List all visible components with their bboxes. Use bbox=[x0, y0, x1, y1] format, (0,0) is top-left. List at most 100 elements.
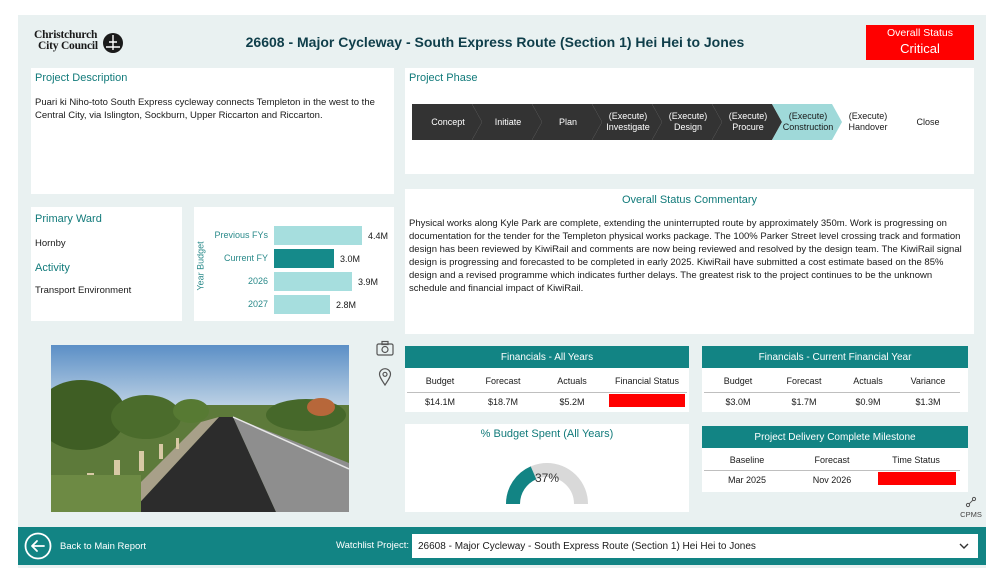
gauge-fill bbox=[506, 466, 537, 505]
network-icon bbox=[965, 496, 977, 508]
phase-step-procure: (Execute) Procure bbox=[718, 104, 778, 140]
budget-spent-value: 37% bbox=[534, 471, 560, 485]
ms-header-time-status: Time Status bbox=[892, 455, 940, 465]
fc-header-actuals: Actuals bbox=[853, 376, 883, 386]
budget-bar bbox=[274, 272, 352, 291]
financials-all-table: Budget Forecast Actuals Financial Status… bbox=[405, 368, 689, 412]
status-label: Overall Status bbox=[887, 27, 953, 39]
bar-category-label: 2027 bbox=[247, 299, 268, 309]
phase-step-plan: Plan bbox=[538, 104, 598, 140]
council-logo: Christchurch City Council bbox=[34, 29, 134, 58]
phase-chevron-construction bbox=[772, 104, 842, 140]
cpms-label: CPMS bbox=[960, 510, 982, 519]
budget-spent-card: % Budget Spent (All Years) 37% bbox=[405, 424, 689, 512]
phase-step-prefix: (Execute) bbox=[848, 111, 888, 121]
bar-value-label: 2.8M bbox=[336, 300, 357, 310]
fc-header-budget: Budget bbox=[723, 376, 753, 386]
back-arrow-icon bbox=[24, 532, 52, 560]
phase-step-prefix: (Execute) bbox=[608, 111, 648, 121]
bar-value-label: 3.0M bbox=[340, 254, 361, 264]
budget-bar bbox=[274, 295, 330, 314]
watchlist-selected-value: 26608 - Major Cycleway - South Express R… bbox=[418, 540, 756, 552]
bar-value-label: 3.9M bbox=[358, 277, 379, 287]
ms-header-forecast: Forecast bbox=[814, 455, 850, 465]
bar-category-label: Current FY bbox=[223, 253, 268, 263]
milestone-header: Project Delivery Complete Milestone bbox=[702, 426, 968, 448]
phase-chevron-initiate bbox=[472, 104, 542, 140]
divider bbox=[407, 392, 687, 393]
phase-step-label: Procure bbox=[732, 122, 764, 132]
ward-activity-card: Primary Ward Hornby Activity Transport E… bbox=[31, 207, 182, 321]
fa-forecast-value: $18.7M bbox=[487, 397, 519, 407]
phase-step-label: Plan bbox=[558, 116, 577, 127]
footer-bar: Back to Main Report Watchlist Project: 2… bbox=[18, 527, 986, 565]
fc-variance-value: $1.3M bbox=[915, 397, 941, 407]
project-photo bbox=[51, 345, 349, 512]
year-budget-chart: Year Budget Previous FYs 4.4M Current FY 3.… bbox=[194, 207, 394, 321]
fc-actuals-value: $0.9M bbox=[855, 397, 881, 407]
description-title: Project Description bbox=[35, 72, 128, 84]
divider bbox=[704, 470, 960, 471]
phase-chevron-track: Concept Initiate Plan (Execute) Investigate(… bbox=[412, 104, 942, 140]
phase-step-label: Investigate bbox=[606, 122, 650, 132]
phase-step-design: (Execute) Design bbox=[658, 104, 718, 140]
fa-header-forecast: Forecast bbox=[485, 376, 521, 386]
budget-spent-gauge bbox=[506, 463, 588, 505]
status-value: Critical bbox=[900, 41, 940, 56]
phase-step-prefix: (Execute) bbox=[728, 111, 768, 121]
budget-bar bbox=[274, 249, 334, 268]
back-to-main-button[interactable]: Back to Main Report bbox=[24, 532, 164, 560]
camera-icon[interactable] bbox=[375, 340, 395, 361]
phase-title: Project Phase bbox=[409, 72, 478, 84]
cpms-link[interactable]: CPMS bbox=[958, 496, 984, 519]
phase-step-label: Handover bbox=[848, 122, 888, 132]
cathedral-logo-icon bbox=[103, 33, 123, 53]
activity-label: Activity bbox=[35, 262, 70, 274]
project-description-card: Project Description Puari ki Niho-toto S… bbox=[31, 68, 394, 194]
fa-header-actuals: Actuals bbox=[557, 376, 587, 386]
fa-header-status: Financial Status bbox=[614, 376, 680, 386]
financials-all-header: Financials - All Years bbox=[405, 346, 689, 368]
phase-step-construction: (Execute) Construction bbox=[778, 104, 838, 140]
phase-step-initiate: Initiate bbox=[478, 104, 538, 140]
map-pin-icon[interactable] bbox=[378, 368, 392, 391]
financials-current-header: Financials - Current Financial Year bbox=[702, 346, 968, 368]
ms-baseline-value: Mar 2025 bbox=[727, 475, 767, 485]
phase-step-handover: (Execute) Handover bbox=[838, 104, 898, 140]
description-text: Puari ki Niho-toto South Express cyclewa… bbox=[35, 97, 375, 121]
financials-current-table: Budget Forecast Actuals Variance $3.0M $… bbox=[702, 368, 968, 412]
back-label: Back to Main Report bbox=[60, 540, 147, 552]
fc-header-forecast: Forecast bbox=[786, 376, 822, 386]
phase-step-label: Design bbox=[673, 122, 702, 132]
budget-bar bbox=[274, 226, 362, 245]
overall-status-badge: Overall Status Critical bbox=[866, 25, 974, 60]
fc-forecast-value: $1.7M bbox=[791, 397, 817, 407]
phase-step-label: Close bbox=[916, 116, 940, 127]
fc-budget-value: $3.0M bbox=[725, 397, 751, 407]
time-status-indicator bbox=[878, 472, 956, 485]
phase-chevron-concept bbox=[412, 104, 482, 140]
phase-step-concept: Concept bbox=[418, 104, 478, 140]
phase-chevron-design bbox=[652, 104, 722, 140]
divider bbox=[704, 392, 960, 393]
project-phase-card: Project Phase Concept Initiate Plan (Execut… bbox=[405, 68, 974, 174]
bar-category-label: 2026 bbox=[247, 276, 268, 286]
phase-step-label: Initiate bbox=[494, 116, 522, 127]
phase-chevron-plan bbox=[532, 104, 602, 140]
bar-value-label: 4.4M bbox=[368, 231, 389, 241]
financial-status-indicator bbox=[609, 394, 685, 407]
fa-actuals-value: $5.2M bbox=[559, 397, 585, 407]
phase-step-close: Close bbox=[898, 104, 958, 140]
primary-ward-value: Hornby bbox=[35, 238, 66, 249]
phase-step-prefix: (Execute) bbox=[668, 111, 708, 121]
chevron-down-icon bbox=[959, 543, 969, 549]
watchlist-project-select[interactable]: 26608 - Major Cycleway - South Express R… bbox=[412, 534, 978, 558]
phase-step-label: Concept bbox=[431, 116, 465, 127]
phase-chevron-investigate bbox=[592, 104, 662, 140]
phase-step-label: Construction bbox=[782, 122, 834, 132]
commentary-title: Overall Status Commentary bbox=[621, 194, 758, 206]
phase-step-investigate: (Execute) Investigate bbox=[598, 104, 658, 140]
ms-forecast-value: Nov 2026 bbox=[812, 475, 852, 485]
fc-header-variance: Variance bbox=[910, 376, 946, 386]
bar-category-label: Previous FYs bbox=[214, 230, 268, 240]
